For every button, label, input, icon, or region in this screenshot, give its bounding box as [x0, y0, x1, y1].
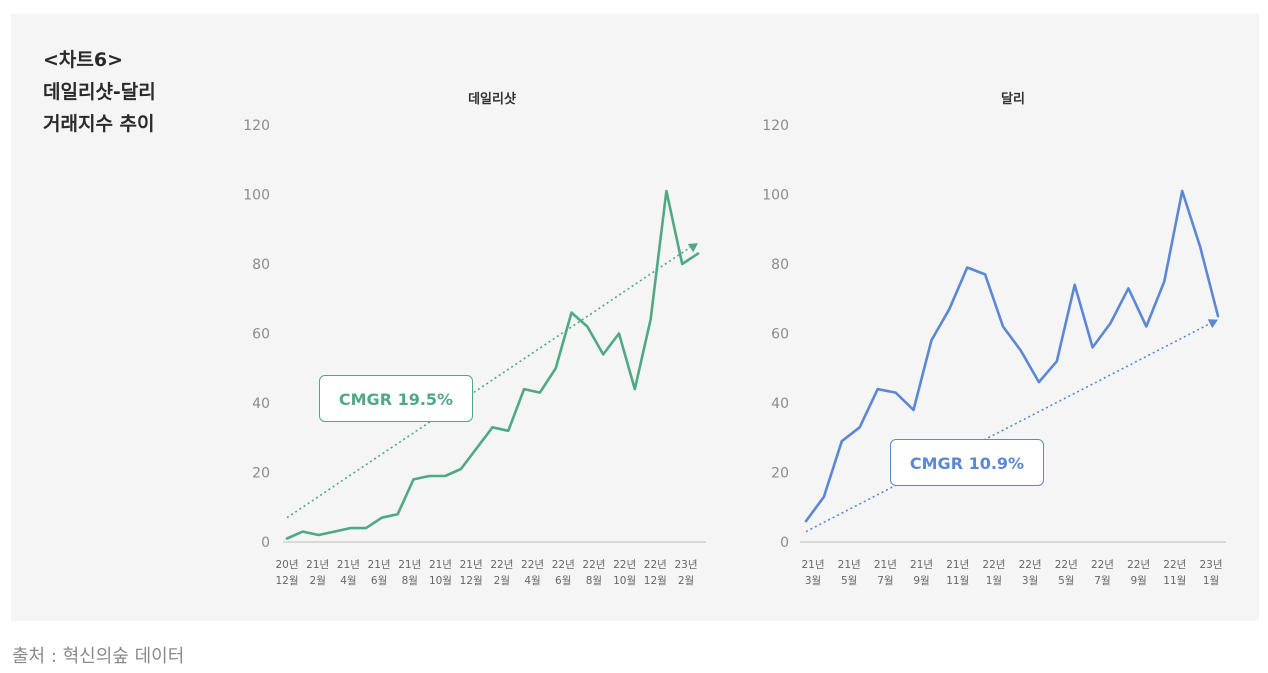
x-tick-label-month: 2월	[310, 575, 326, 587]
x-tick-label-year: 21년	[337, 559, 360, 571]
y-tick-label: 60	[771, 327, 789, 343]
x-tick-label-month: 7월	[1094, 575, 1110, 587]
x-tick-label-year: 22년	[490, 559, 513, 571]
cmgr-label-dali: CMGR 10.9%	[890, 439, 1044, 486]
x-tick-label-month: 8월	[586, 575, 602, 587]
series-line-dali	[804, 189, 1220, 523]
x-tick-label-month: 12월	[275, 575, 298, 587]
x-tick-label-month: 2월	[678, 575, 694, 587]
heading-line-1: 데일리샷-달리	[43, 81, 156, 103]
x-tick-label-year: 22년	[552, 559, 575, 571]
y-tick-label: 80	[252, 257, 270, 273]
x-tick-label-month: 6월	[371, 575, 387, 587]
source-note: 출처 : 혁신의숲 데이터	[12, 646, 185, 667]
x-tick-label-year: 22년	[1019, 559, 1042, 571]
x-tick-label-month: 5월	[1058, 575, 1074, 587]
y-tick-label: 20	[771, 466, 789, 482]
x-tick-label-month: 6월	[555, 575, 571, 587]
x-tick-label-month: 10월	[429, 575, 452, 587]
trend-line-daily	[286, 245, 693, 519]
x-tick-label-year: 22년	[644, 559, 667, 571]
cmgr-label-daily: CMGR 19.5%	[319, 375, 473, 422]
chart-number: <차트6>	[43, 49, 124, 71]
x-tick-label-year: 22년	[982, 559, 1005, 571]
chart-title-daily: 데일리샷	[468, 91, 516, 107]
x-tick-label-year: 22년	[521, 559, 544, 571]
x-tick-label-year: 23년	[674, 559, 697, 571]
x-tick-label-year: 20년	[275, 559, 298, 571]
x-tick-label-year: 22년	[613, 559, 636, 571]
y-tick-label: 120	[243, 118, 270, 134]
x-tick-label-month: 11월	[1163, 575, 1186, 587]
x-tick-label-year: 21년	[306, 559, 329, 571]
x-tick-label-year: 22년	[1091, 559, 1114, 571]
y-tick-label: 40	[771, 396, 789, 412]
x-tick-label-month: 4월	[524, 575, 540, 587]
x-tick-label-year: 21년	[398, 559, 421, 571]
x-tick-label-year: 22년	[1055, 559, 1078, 571]
x-tick-label-month: 12월	[460, 575, 483, 587]
trend-line-dali	[805, 321, 1213, 533]
y-tick-label: 40	[252, 396, 270, 412]
chart-heading: <차트6> 데일리샷-달리 거래지수 추이	[43, 44, 156, 140]
x-tick-label-month: 10월	[613, 575, 636, 587]
x-tick-label-year: 21년	[801, 559, 824, 571]
heading-line-2: 거래지수 추이	[43, 113, 155, 135]
y-tick-label: 100	[243, 188, 270, 204]
y-tick-label: 100	[762, 188, 789, 204]
x-tick-label-year: 23년	[1199, 559, 1222, 571]
x-tick-label-month: 9월	[913, 575, 929, 587]
x-tick-label-year: 21년	[368, 559, 391, 571]
x-tick-label-year: 21년	[874, 559, 897, 571]
x-tick-label-year: 21년	[910, 559, 933, 571]
x-tick-label-month: 2월	[494, 575, 510, 587]
trend-arrowhead-daily	[687, 243, 698, 253]
y-tick-label: 120	[762, 118, 789, 134]
x-tick-label-year: 21년	[460, 559, 483, 571]
x-tick-label-year: 22년	[1127, 559, 1150, 571]
y-tick-label: 80	[771, 257, 789, 273]
y-tick-label: 0	[780, 535, 789, 551]
x-tick-label-year: 21년	[838, 559, 861, 571]
x-tick-label-month: 1월	[1203, 575, 1219, 587]
x-tick-label-month: 1월	[986, 575, 1002, 587]
chart-panel	[11, 14, 1259, 621]
y-tick-label: 20	[252, 466, 270, 482]
x-tick-label-month: 4월	[340, 575, 356, 587]
x-tick-label-year: 21년	[429, 559, 452, 571]
y-tick-label: 60	[252, 327, 270, 343]
x-tick-label-month: 8월	[402, 575, 418, 587]
x-tick-label-month: 5월	[841, 575, 857, 587]
x-tick-label-month: 3월	[1022, 575, 1038, 587]
x-tick-label-year: 22년	[582, 559, 605, 571]
x-tick-label-month: 11월	[946, 575, 969, 587]
x-tick-label-month: 3월	[805, 575, 821, 587]
chart-title-dali: 달리	[1001, 91, 1025, 107]
x-tick-label-month: 12월	[644, 575, 667, 587]
trend-arrowhead-dali	[1207, 319, 1218, 329]
x-tick-label-year: 22년	[1163, 559, 1186, 571]
x-tick-label-month: 7월	[877, 575, 893, 587]
x-tick-label-month: 9월	[1130, 575, 1146, 587]
y-tick-label: 0	[261, 535, 270, 551]
x-tick-label-year: 21년	[946, 559, 969, 571]
series-line-daily	[285, 189, 700, 540]
